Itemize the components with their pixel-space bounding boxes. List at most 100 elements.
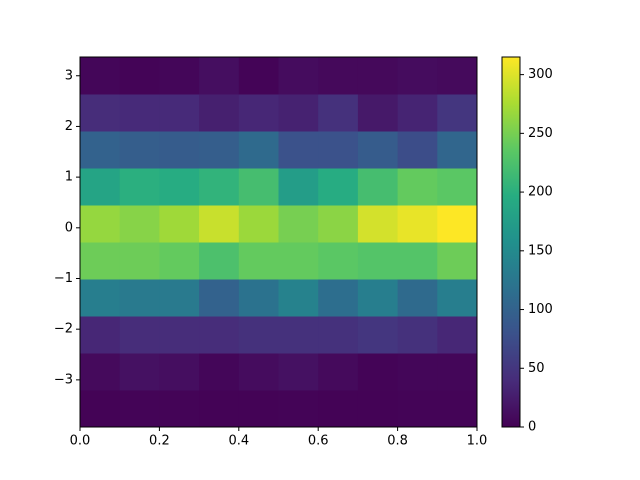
cell [80,242,121,280]
cell [437,57,478,95]
cell [278,168,319,206]
cell [397,242,438,280]
cell [80,279,121,317]
cell [278,205,319,243]
y-tick-label: 0 [65,220,73,235]
cell [119,242,160,280]
cell [238,242,279,280]
y-tick-label: 3 [65,68,73,83]
cell [318,279,359,317]
cell [278,353,319,391]
cell [119,57,160,95]
cell [80,316,121,354]
cell [357,279,399,317]
cell [159,205,200,243]
cell [318,94,359,132]
cell [397,390,438,428]
cell [238,168,279,206]
cell [119,205,160,243]
cell [397,316,438,354]
colorbar-tick-label: 0 [528,420,536,435]
cell [437,353,478,391]
cell [199,168,240,206]
cell [278,390,319,428]
cell [318,168,359,206]
x-tick-label: 0.6 [308,434,329,449]
cell [238,353,279,391]
cell [238,94,279,132]
cell [397,353,438,391]
cell [80,57,121,95]
y-tick-label: −2 [54,322,73,337]
cell [199,316,240,354]
cell [437,94,478,132]
colorbar-tick-label: 100 [528,302,553,317]
cell [80,205,121,243]
cell [238,390,279,428]
cell [119,353,160,391]
cell [397,168,438,206]
cell [159,94,200,132]
colorbar [501,56,521,428]
cell [199,279,240,317]
cell [278,131,319,169]
cell [397,57,438,95]
cell [397,205,438,243]
x-tick-label: 1.0 [467,434,488,449]
x-tick-label: 0.2 [149,434,170,449]
y-tick-label: 1 [65,170,73,185]
cell [357,242,399,280]
cell [119,279,160,317]
x-tick-label: 0.4 [228,434,249,449]
cell [119,94,160,132]
cell [238,279,279,317]
cell [357,57,399,95]
cell [119,168,160,206]
cell [238,205,279,243]
cell [159,279,200,317]
cell [437,131,478,169]
cell [318,57,359,95]
cell [199,57,240,95]
cell [119,316,160,354]
cell [159,242,200,280]
cell [278,94,319,132]
cell [238,57,279,95]
cell [357,353,399,391]
y-tick-label: −3 [54,372,73,387]
cell [80,390,121,428]
cell [159,131,200,169]
cell [238,316,279,354]
cell [437,279,478,317]
colorbar-tick-label: 50 [528,361,545,376]
cell [278,279,319,317]
cell [159,390,200,428]
x-tick-label: 0.0 [70,434,91,449]
colorbar-tick-label: 150 [528,243,553,258]
cell [238,131,279,169]
cell [199,131,240,169]
cell [159,57,200,95]
cell [357,168,399,206]
cell [199,205,240,243]
cell [318,131,359,169]
cell [318,205,359,243]
cell [397,94,438,132]
plot-frame [79,56,478,428]
y-tick-label: 2 [65,119,73,134]
x-tick-label: 0.8 [387,434,408,449]
cell [199,390,240,428]
cell [199,94,240,132]
cell [159,316,200,354]
cell [437,316,478,354]
cell [357,390,399,428]
cell [437,390,478,428]
cell [318,390,359,428]
cell [119,390,160,428]
colorbar-tick-label: 200 [528,185,553,200]
cell [119,131,160,169]
cell [278,316,319,354]
cell [357,205,399,243]
cell [318,242,359,280]
